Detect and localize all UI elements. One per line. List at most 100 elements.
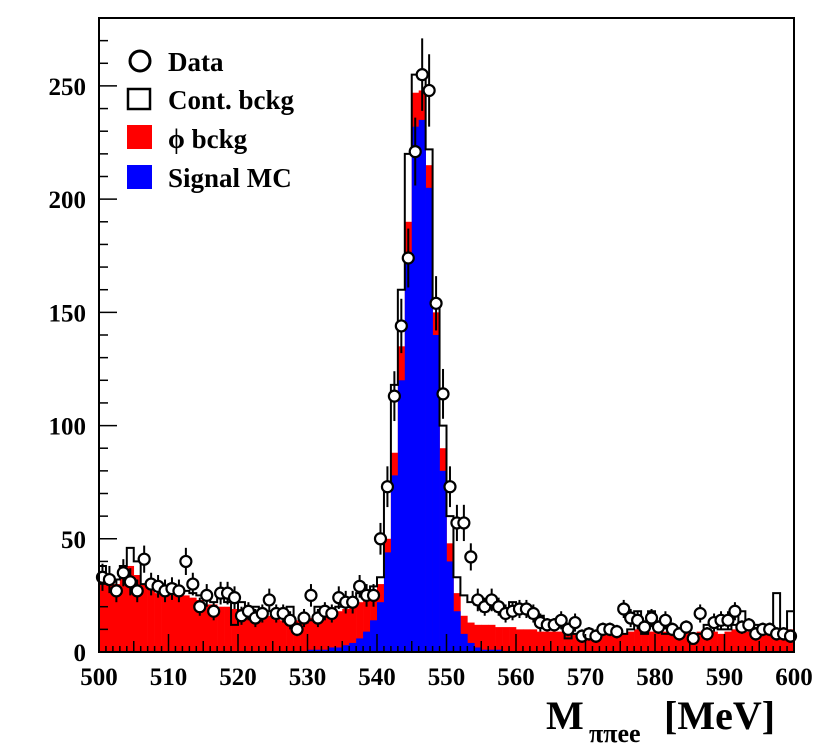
phi-bckg-bar xyxy=(661,631,670,652)
data-point xyxy=(637,620,652,634)
signal-mc-bar xyxy=(467,642,475,652)
y-tick-label: 100 xyxy=(49,414,87,441)
phi-bckg-bar xyxy=(258,613,267,652)
phi-bckg-bar xyxy=(780,631,788,652)
phi-bckg-bar xyxy=(675,631,684,652)
phi-bckg-bar xyxy=(279,620,287,652)
data-point xyxy=(179,554,193,569)
x-tick-label: 590 xyxy=(706,664,744,691)
data-point xyxy=(380,480,395,494)
phi-bckg-bar xyxy=(710,631,718,652)
data-point xyxy=(644,611,659,625)
x-tick-label: 550 xyxy=(428,664,466,691)
y-tick-label: 250 xyxy=(49,74,87,101)
phi-bckg-bar xyxy=(648,631,656,652)
data-point xyxy=(457,516,471,530)
phi-bckg-bar xyxy=(599,631,607,652)
x-tick-label: 600 xyxy=(775,664,813,691)
phi-bckg-bar xyxy=(342,608,350,652)
x-axis-title-unit: [MeV] xyxy=(664,693,775,738)
signal-mc-bar xyxy=(418,119,426,652)
phi-bckg-bar xyxy=(759,629,767,652)
data-point xyxy=(443,480,457,494)
signal-mc-bar xyxy=(495,649,503,652)
phi-bckg-bar xyxy=(224,606,232,652)
phi-bckg-bar xyxy=(321,615,329,652)
signal-mc-layer xyxy=(307,119,503,653)
x-tick-label: 500 xyxy=(80,664,118,691)
phi-bckg-bar xyxy=(655,631,663,652)
phi-bckg-bar xyxy=(550,631,558,652)
signal-mc-bar xyxy=(411,126,419,652)
phi-bckg-bar xyxy=(627,631,635,652)
phi-bckg-bar xyxy=(286,620,294,652)
data-point xyxy=(290,622,304,636)
signal-mc-bar xyxy=(397,380,406,652)
phi-bckg-bar xyxy=(300,622,308,652)
data-point xyxy=(422,83,436,98)
signal-mc-bar xyxy=(314,649,322,652)
data-point xyxy=(109,584,123,598)
signal-mc-bar xyxy=(335,647,343,652)
data-point xyxy=(728,604,742,618)
data-point xyxy=(721,613,735,627)
phi-bckg-bar xyxy=(641,633,649,652)
data-point xyxy=(700,627,714,641)
phi-bckg-bar xyxy=(620,633,628,652)
legend-data-marker xyxy=(128,49,152,73)
phi-bckg-bar xyxy=(516,629,524,652)
x-tick-label: 520 xyxy=(219,664,257,691)
data-point xyxy=(346,595,360,609)
phi-bckg-bar xyxy=(363,597,371,652)
phi-bckg-bar xyxy=(495,627,503,652)
phi-bckg-bar xyxy=(481,624,489,652)
data-point xyxy=(436,387,450,401)
data-point xyxy=(617,602,631,616)
signal-mc-bar xyxy=(307,649,315,652)
y-tick-label: 50 xyxy=(61,527,86,554)
signal-mc-bar xyxy=(342,645,350,652)
x-tick-label: 530 xyxy=(289,664,327,691)
x-axis-title-subscript: ππee xyxy=(589,719,641,748)
phi-bckg-bar xyxy=(349,606,357,652)
phi-bckg-bar xyxy=(99,572,107,652)
data-point xyxy=(373,532,388,546)
data-point xyxy=(186,577,200,591)
y-tick-label: 200 xyxy=(49,187,87,214)
legend-phi-marker xyxy=(127,125,152,149)
phi-bckg-bar xyxy=(105,577,114,652)
legend-label-signal: Signal MC xyxy=(168,163,292,193)
phi-bckg-bar xyxy=(210,604,218,652)
data-point xyxy=(137,552,151,566)
legend-label-data: Data xyxy=(168,47,224,77)
data-point xyxy=(255,606,269,621)
phi-bckg-bar xyxy=(571,633,579,652)
phi-bckg-bar xyxy=(196,599,204,652)
signal-mc-bar xyxy=(370,620,378,652)
signal-mc-bar xyxy=(439,470,447,652)
phi-bckg-bar xyxy=(356,602,364,652)
signal-mc-bar xyxy=(425,187,433,653)
phi-bckg-bar xyxy=(529,629,538,652)
data-point xyxy=(304,588,318,602)
phi-bckg-bar xyxy=(112,584,121,652)
data-point xyxy=(610,625,624,639)
legend-cont-marker xyxy=(126,87,152,111)
phi-bckg-bar xyxy=(634,629,642,652)
phi-bckg-bar xyxy=(161,590,169,652)
phi-bckg-bar xyxy=(272,618,280,652)
phi-bckg-bar xyxy=(509,627,517,652)
data-point xyxy=(679,620,693,634)
axis-ticks xyxy=(98,17,795,653)
x-tick-label: 580 xyxy=(636,664,674,691)
phi-bckg-bar xyxy=(766,631,774,652)
data-point xyxy=(408,144,422,159)
signal-mc-bar xyxy=(349,642,357,652)
phi-bckg-bar xyxy=(717,633,725,652)
phi-bckg-bar xyxy=(488,624,496,652)
phi-bckg-bar xyxy=(738,629,746,652)
phi-bckg-bar xyxy=(502,627,510,652)
signal-mc-bar xyxy=(481,649,489,652)
phi-bckg-bar xyxy=(335,611,343,652)
